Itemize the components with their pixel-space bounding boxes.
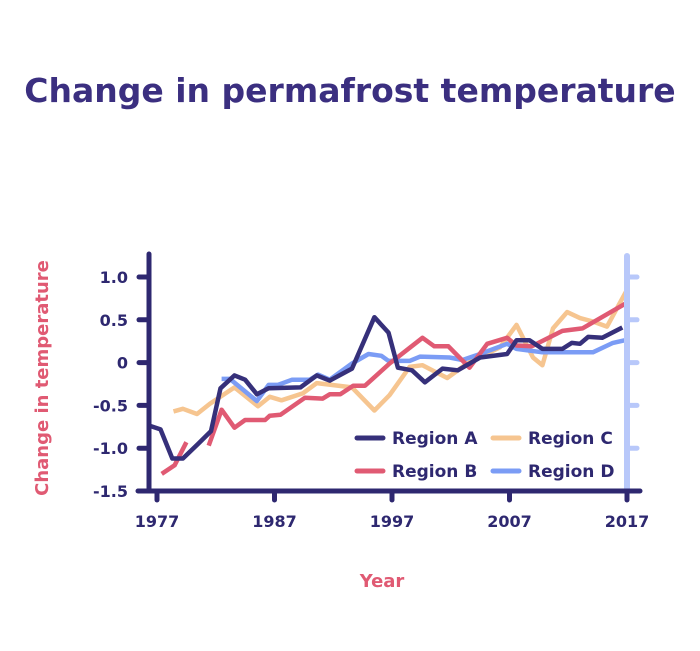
y-tick-label: -1.0 <box>93 439 128 458</box>
series-line-region-c <box>172 288 629 417</box>
chart-title: Change in permafrost temperature <box>24 71 676 110</box>
y-tick-label: 0 <box>117 354 128 373</box>
x-axis-label: Year <box>359 571 405 592</box>
x-tick-label: 2007 <box>487 512 532 531</box>
axes: 1.0 0.5 0 -0.5 -1.0 -1.5 1977 1987 1997 2007 2017 <box>93 251 650 531</box>
x-tick-label: 2017 <box>605 512 650 531</box>
series-line-region-a <box>149 314 624 461</box>
x-tick-label: 1977 <box>135 512 180 531</box>
y-axis-label: Change in temperature <box>32 260 53 496</box>
legend-label: Region D <box>528 462 614 482</box>
series-line-region-d <box>221 338 626 404</box>
y-tick-label: 1.0 <box>100 268 128 287</box>
legend-label: Region B <box>392 462 477 482</box>
y-tick-label: -1.5 <box>93 482 128 501</box>
legend-label: Region C <box>528 429 613 449</box>
legend: Region A Region B Region C Region D <box>354 429 614 482</box>
series-layer <box>149 288 629 476</box>
y-tick-label: -0.5 <box>93 396 128 415</box>
x-tick-label: 1997 <box>370 512 415 531</box>
legend-label: Region A <box>392 429 478 449</box>
x-tick-label: 1987 <box>252 512 297 531</box>
series-line-region-b <box>160 300 629 476</box>
y-tick-label: 0.5 <box>100 311 128 330</box>
